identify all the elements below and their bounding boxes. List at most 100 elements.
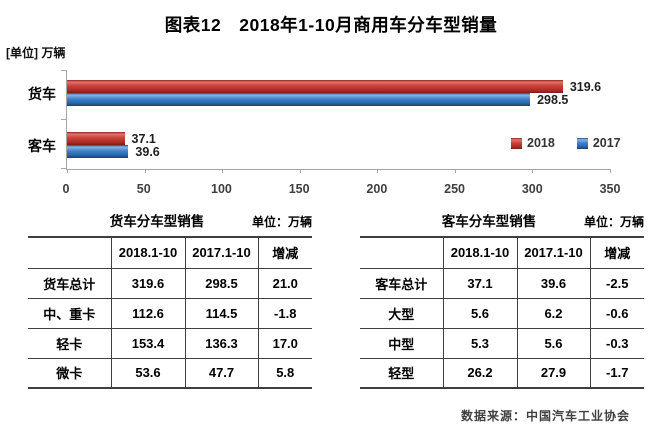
x-tick-label: 150 [288, 182, 310, 196]
cell-value: 26.2 [442, 358, 517, 388]
y-tick [61, 168, 66, 169]
column-header: 2018.1-10 [110, 237, 185, 268]
bar-value-label: 39.6 [135, 144, 160, 159]
bus-table: 2018.1-10 2017.1-10 增减客车总计 37.1 39.6 -2.5 大型 5.… [360, 236, 644, 389]
row-label: 中、重卡 [43, 306, 96, 322]
bar-2017-1 [67, 145, 129, 158]
row-label: 客车总计 [375, 276, 428, 292]
legend-item-2018: 2018 [511, 136, 555, 150]
truck-table-unit: 单位：万辆 [251, 215, 312, 229]
column-header [28, 237, 111, 268]
truck-table-block: 货车分车型销售 单位：万辆 2018.1-10 2017.1-10 增减货车总计 31… [28, 210, 312, 389]
table-row: 大型 5.6 6.2 -0.6 [360, 298, 644, 328]
bar-value-label: 37.1 [131, 131, 156, 146]
table-row: 轻卡 153.4 136.3 17.0 [28, 328, 312, 358]
x-tick [610, 169, 611, 173]
cell-value: 47.7 [184, 358, 258, 388]
bar-2017-0 [67, 93, 531, 106]
x-tick-label: 200 [366, 182, 388, 196]
cell-value: -0.6 [589, 298, 644, 328]
legend-item-2017: 2017 [576, 136, 621, 150]
data-source: 数据来源：中国汽车工业协会 [460, 409, 630, 423]
x-tick [222, 169, 224, 173]
x-tick [454, 169, 456, 173]
x-tick [532, 169, 534, 173]
table-header-row: 2018.1-10 2017.1-10 增减 [28, 237, 312, 268]
x-tick-label: 300 [521, 182, 543, 196]
cell-value: -2.5 [589, 268, 644, 298]
table-row: 轻型 26.2 27.9 -1.7 [360, 358, 644, 388]
truck-table: 2018.1-10 2017.1-10 增减 货车总计 319.6 298.5 21.0 中、… [28, 236, 312, 389]
row-label: 货车总计 [43, 276, 96, 292]
cell-value: -1.8 [257, 298, 312, 328]
legend-swatch-icon [511, 137, 522, 149]
cell-value: 21.0 [257, 268, 312, 298]
cell-value: 136.3 [184, 328, 258, 358]
cell-value: 5.6 [516, 328, 590, 358]
bus-table-header: 客车分车型销售 单位：万辆 [360, 210, 644, 236]
truck-table-header: 货车分车型销售 单位：万辆 [28, 210, 312, 236]
bar-2018-0 [67, 80, 563, 93]
truck-table-title: 货车分车型销售 [109, 214, 205, 229]
column-header: 增减 [257, 237, 312, 268]
row-label: 轻型 [388, 366, 415, 382]
x-tick [144, 169, 146, 173]
plot-area: 319.6 298.5 37.1 39.6 2018 2017 [61, 70, 621, 173]
x-tick [67, 169, 68, 173]
cell-value: 112.6 [110, 298, 185, 328]
bar-value-label: 298.5 [537, 92, 569, 107]
x-tick-label: 0 [62, 182, 70, 196]
bus-table-unit: 单位：万辆 [583, 215, 644, 229]
cell-value: 114.5 [184, 298, 258, 328]
unit-label: [单位] 万辆 [6, 46, 66, 60]
column-header: 2018.1-10 [442, 237, 517, 268]
table-row: 中型 5.3 5.6 -0.3 [360, 328, 644, 358]
x-tick-label: 100 [210, 182, 232, 196]
cell-value: 27.9 [516, 358, 590, 388]
cell-value: 53.6 [110, 358, 185, 388]
category-label: 客车 [28, 138, 56, 154]
legend-label: 2018 [527, 136, 555, 150]
x-tick-label: 350 [599, 182, 621, 196]
cell-value: 5.6 [442, 298, 517, 328]
bar-2018-1 [67, 132, 125, 145]
column-header: 2017.1-10 [184, 237, 258, 268]
y-tick [61, 70, 66, 71]
x-tick-label: 250 [444, 182, 465, 196]
table-row: 客车总计 37.1 39.6 -2.5 [360, 268, 644, 298]
page-title: 图表12 2018年1-10月商用车分车型销量 [164, 15, 498, 35]
table-header-row: 2018.1-10 2017.1-10 增减 [360, 237, 644, 268]
cell-value: -1.7 [589, 358, 644, 388]
x-tick-label: 50 [136, 182, 151, 196]
x-tick [377, 169, 379, 173]
column-header: 增减 [589, 237, 644, 268]
row-label: 中型 [388, 336, 415, 352]
cell-value: 17.0 [257, 328, 312, 358]
row-label: 微卡 [56, 366, 83, 382]
cell-value: 298.5 [184, 268, 258, 298]
bus-table-title: 客车分车型销售 [441, 214, 537, 229]
table-row: 中、重卡 112.6 114.5 -1.8 [28, 298, 312, 328]
y-tick [61, 119, 66, 120]
cell-value: 5.3 [442, 328, 517, 358]
row-label: 轻卡 [56, 336, 83, 352]
cell-value: 5.8 [257, 358, 312, 388]
table-row: 微卡 53.6 47.7 5.8 [28, 358, 312, 388]
cell-value: -0.3 [589, 328, 644, 358]
cell-value: 319.6 [110, 268, 185, 298]
table-row: 货车总计 319.6 298.5 21.0 [28, 268, 312, 298]
column-header: 2017.1-10 [516, 237, 590, 268]
cell-value: 6.2 [516, 298, 590, 328]
cell-value: 37.1 [442, 268, 517, 298]
cell-value: 39.6 [516, 268, 590, 298]
category-label: 货车 [28, 86, 56, 102]
bar-chart: 319.6 298.5 37.1 39.6 2018 2017 货车 客车 0 50 100 150… [0, 70, 662, 202]
legend-label: 2017 [592, 136, 621, 150]
cell-value: 153.4 [110, 328, 185, 358]
bus-table-block: 客车分车型销售 单位：万辆 2018.1-10 2017.1-10 增减客车总计 37… [360, 210, 644, 389]
column-header [360, 237, 443, 268]
legend-swatch-icon [576, 137, 588, 149]
row-label: 大型 [388, 306, 415, 322]
x-tick [299, 169, 301, 173]
